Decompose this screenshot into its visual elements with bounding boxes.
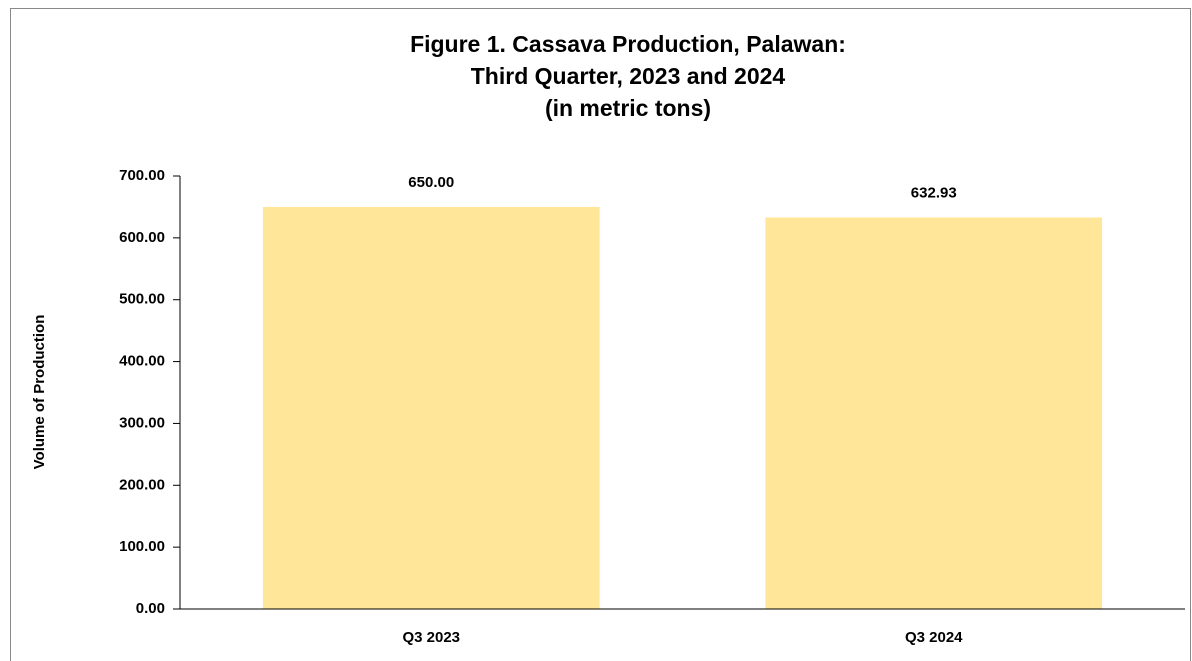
- y-tick-label: 500.00: [119, 291, 165, 308]
- y-tick-label: 400.00: [119, 353, 165, 370]
- chart-border: [10, 8, 1191, 661]
- data-label: 650.00: [408, 174, 454, 191]
- y-tick-label: 700.00: [119, 167, 165, 184]
- y-tick-label: 600.00: [119, 229, 165, 246]
- bar: [765, 217, 1103, 609]
- data-label: 632.93: [911, 184, 957, 201]
- y-tick-label: 0.00: [136, 600, 165, 617]
- x-tick-label: Q3 2024: [905, 629, 963, 646]
- chart-title: Figure 1. Cassava Production, Palawan:: [410, 31, 846, 57]
- bar: [262, 206, 600, 609]
- chart-title: (in metric tons): [545, 95, 711, 121]
- y-tick-label: 300.00: [119, 414, 165, 431]
- y-axis-label: Volume of Production: [31, 315, 48, 470]
- y-tick-label: 100.00: [119, 538, 165, 555]
- y-tick-label: 200.00: [119, 476, 165, 493]
- chart-title: Third Quarter, 2023 and 2024: [471, 63, 786, 89]
- x-tick-label: Q3 2023: [402, 629, 460, 646]
